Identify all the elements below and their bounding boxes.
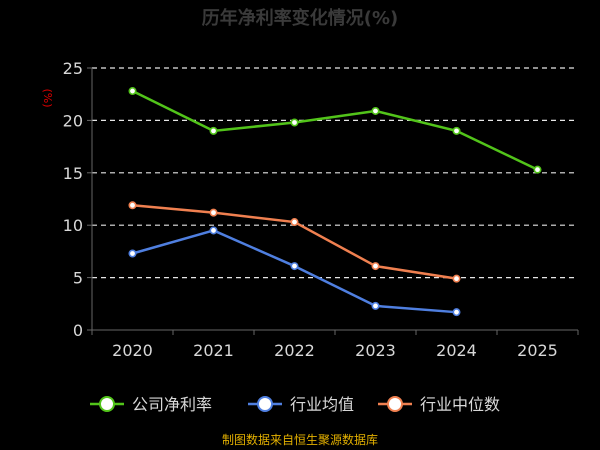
y-tick-label: 25 [63, 59, 83, 78]
y-axis-unit-label: (%) [41, 88, 54, 107]
series-line-0 [131, 89, 539, 171]
x-tick-label: 2025 [517, 341, 558, 360]
legend-label-2: 行业中位数 [420, 395, 500, 414]
y-tick-label: 10 [63, 216, 83, 235]
series-2-point [371, 262, 380, 271]
legend-swatch-marker [387, 396, 403, 412]
series-1-point [290, 262, 299, 271]
x-tick-label: 2022 [274, 341, 315, 360]
series-0-point [533, 165, 542, 174]
series-2-point [452, 274, 461, 283]
legend: 公司净利率 行业均值 行业中位数 [90, 395, 500, 414]
series-layer [128, 87, 542, 317]
series-2-point [128, 201, 137, 210]
series-1-point [209, 226, 218, 235]
series-1-point [371, 301, 380, 310]
y-tick-label: 20 [63, 111, 83, 130]
x-tick-label: 2024 [436, 341, 477, 360]
series-0-point [209, 126, 218, 135]
series-1-point [452, 308, 461, 317]
legend-swatch-marker [257, 396, 273, 412]
x-tick-label: 2021 [193, 341, 234, 360]
series-0-point [128, 87, 137, 96]
series-2-point [290, 218, 299, 227]
y-tick-label: 5 [73, 269, 83, 288]
chart-title: 历年净利率变化情况(%) [202, 7, 399, 29]
series-0-point [371, 106, 380, 115]
series-2-point [209, 208, 218, 217]
series-0-point [452, 126, 461, 135]
legend-label-0: 公司净利率 [132, 395, 212, 414]
x-tick-label: 2023 [355, 341, 396, 360]
data-source-note: 制图数据来自恒生聚源数据库 [222, 432, 378, 447]
y-tick-label: 0 [73, 321, 83, 340]
y-tick-label: 15 [63, 164, 83, 183]
series-1-point [128, 249, 137, 258]
grid-lines [92, 67, 578, 279]
legend-swatch-marker [99, 396, 115, 412]
legend-label-1: 行业均值 [290, 395, 354, 414]
series-0-point [290, 118, 299, 127]
x-tick-label: 2020 [112, 341, 153, 360]
